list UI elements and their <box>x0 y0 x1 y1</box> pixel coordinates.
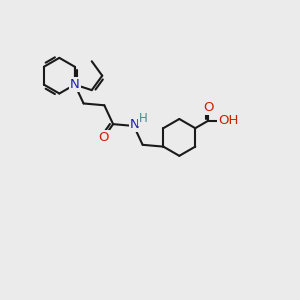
Text: N: N <box>70 78 80 91</box>
Text: O: O <box>98 131 109 144</box>
Text: H: H <box>139 112 148 125</box>
Text: OH: OH <box>218 114 239 127</box>
Text: O: O <box>203 100 214 114</box>
Text: N: N <box>130 118 140 131</box>
